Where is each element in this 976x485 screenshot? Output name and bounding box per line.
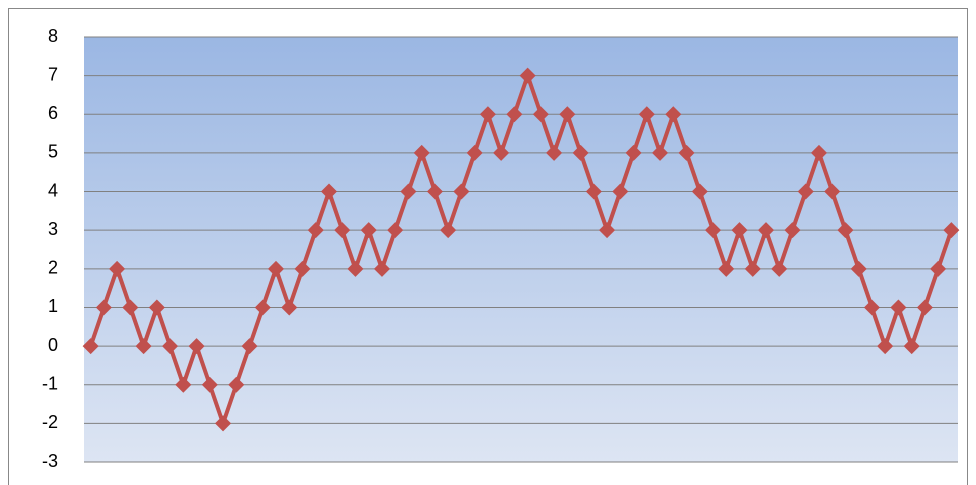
data-point (612, 183, 629, 200)
data-point (268, 260, 285, 277)
y-tick-label: 3 (48, 219, 58, 239)
data-point (162, 338, 179, 355)
data-point (241, 338, 258, 355)
data-point (585, 183, 602, 200)
data-point (771, 260, 788, 277)
y-tick-label: 5 (48, 142, 58, 162)
data-point (95, 299, 112, 316)
data-point (294, 260, 311, 277)
y-tick-label: 1 (48, 296, 58, 316)
data-point (519, 67, 536, 84)
data-point (175, 376, 192, 393)
data-point (82, 338, 99, 355)
data-point (691, 183, 708, 200)
data-point (440, 222, 457, 239)
data-point (373, 260, 390, 277)
data-point (678, 144, 695, 161)
data-point (797, 183, 814, 200)
data-point (744, 260, 761, 277)
data-point (625, 144, 642, 161)
data-point (493, 144, 510, 161)
y-tick-label: -1 (42, 373, 58, 393)
data-point (705, 222, 722, 239)
data-point (572, 144, 589, 161)
y-tick-label: 6 (48, 103, 58, 123)
data-point (453, 183, 470, 200)
data-point (916, 299, 933, 316)
data-point (109, 260, 126, 277)
data-point (228, 376, 245, 393)
data-point (320, 183, 337, 200)
data-point (863, 299, 880, 316)
plot-area (84, 37, 958, 462)
y-tick-label: 4 (48, 180, 58, 200)
data-point (254, 299, 271, 316)
data-point (334, 222, 351, 239)
y-tick-label: 2 (48, 258, 58, 278)
data-point (638, 106, 655, 123)
data-point (718, 260, 735, 277)
data-point (837, 222, 854, 239)
data-point (890, 299, 907, 316)
data-point (850, 260, 867, 277)
data-point (784, 222, 801, 239)
data-point (122, 299, 139, 316)
y-tick-label: 0 (48, 335, 58, 355)
data-point (943, 222, 960, 239)
data-point (930, 260, 947, 277)
data-point (652, 144, 669, 161)
y-tick-label: -2 (42, 412, 58, 432)
data-point (135, 338, 152, 355)
data-point (877, 338, 894, 355)
data-point (201, 376, 218, 393)
data-point (559, 106, 576, 123)
data-point (466, 144, 483, 161)
data-point (903, 338, 920, 355)
data-point (479, 106, 496, 123)
data-point (387, 222, 404, 239)
data-point (757, 222, 774, 239)
data-point (599, 222, 616, 239)
data-point (281, 299, 298, 316)
data-point (148, 299, 165, 316)
y-tick-label: -3 (42, 451, 58, 471)
data-point (400, 183, 417, 200)
data-point (546, 144, 563, 161)
data-point (532, 106, 549, 123)
data-point (506, 106, 523, 123)
data-point (665, 106, 682, 123)
chart-border (8, 8, 968, 485)
data-point (413, 144, 430, 161)
data-point (731, 222, 748, 239)
data-point (307, 222, 324, 239)
data-point (360, 222, 377, 239)
y-tick-label: 8 (48, 26, 58, 46)
data-point (810, 144, 827, 161)
data-point (215, 415, 232, 432)
data-point (426, 183, 443, 200)
data-line (88, 73, 954, 426)
data-point (188, 338, 205, 355)
data-point (347, 260, 364, 277)
y-tick-label: 7 (48, 64, 58, 84)
data-point (824, 183, 841, 200)
